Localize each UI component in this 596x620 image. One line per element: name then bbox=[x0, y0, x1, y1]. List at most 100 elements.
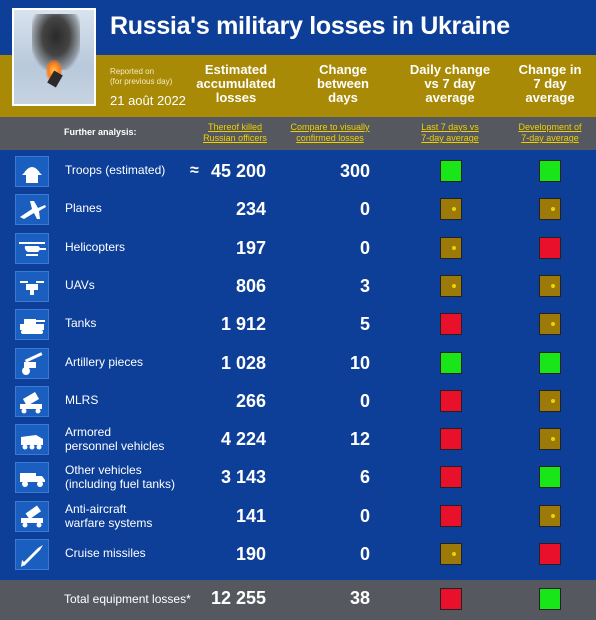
title-band bbox=[0, 0, 596, 55]
link-last-7-days[interactable]: Last 7 days vs 7-day average bbox=[421, 122, 479, 143]
link-development-avg[interactable]: Development of 7-day average bbox=[518, 122, 582, 143]
header-estimated: Estimated accumulated losses bbox=[196, 62, 276, 105]
indicator-dot bbox=[452, 552, 456, 556]
avg-indicator bbox=[539, 313, 561, 336]
avg-indicator bbox=[539, 160, 561, 182]
row-value: 190 bbox=[235, 544, 266, 564]
total-band bbox=[0, 580, 596, 620]
row-label: Armored personnel vehicles bbox=[65, 425, 165, 454]
row-change: 12 bbox=[349, 429, 370, 450]
row-value: 141 bbox=[235, 505, 266, 526]
avg-indicator bbox=[539, 428, 561, 451]
soldier-helmet-icon bbox=[15, 156, 49, 187]
daily-indicator bbox=[440, 313, 462, 336]
table-row: Armored personnel vehicles 4 224 12 bbox=[0, 420, 596, 458]
drone-icon bbox=[15, 270, 49, 302]
link-killed-officers[interactable]: Thereof killed Russian officers bbox=[203, 122, 267, 143]
total-value: 12 255 bbox=[210, 588, 266, 608]
row-value: 45 200 bbox=[210, 161, 266, 181]
table-row: Artillery pieces 1 028 10 bbox=[0, 344, 596, 382]
daily-indicator bbox=[440, 466, 462, 489]
row-label: Artillery pieces bbox=[65, 354, 144, 369]
indicator-dot bbox=[452, 283, 456, 288]
header-daily-vs-avg: Daily change vs 7 day average bbox=[409, 62, 491, 105]
avg-indicator bbox=[539, 198, 561, 221]
avg-indicator bbox=[539, 543, 561, 565]
table-row: Other vehicles (including fuel tanks) 3 1… bbox=[0, 458, 596, 496]
plane-icon bbox=[15, 194, 49, 226]
table-row: UAVs 806 3 bbox=[0, 267, 596, 305]
row-change: 300 bbox=[339, 161, 370, 181]
row-value: 197 bbox=[235, 237, 266, 258]
row-change: 0 bbox=[359, 237, 370, 258]
reported-on-note: Reported on (for previous day) bbox=[110, 67, 173, 86]
row-label: Tanks bbox=[65, 316, 97, 331]
daily-indicator bbox=[440, 389, 462, 412]
table-row: Cruise missiles 190 0 bbox=[0, 535, 596, 573]
truck-icon bbox=[15, 462, 49, 494]
approx-sign: ≈ bbox=[190, 162, 199, 179]
indicator-dot bbox=[452, 245, 456, 250]
daily-indicator bbox=[440, 504, 462, 527]
row-label: Planes bbox=[65, 201, 102, 216]
row-change: 0 bbox=[359, 199, 370, 220]
row-change: 10 bbox=[349, 352, 370, 373]
header-change: Change between days bbox=[316, 62, 369, 105]
daily-indicator bbox=[440, 274, 462, 297]
total-daily-indicator bbox=[440, 588, 462, 610]
row-change: 3 bbox=[359, 275, 370, 296]
row-change: 6 bbox=[359, 467, 370, 488]
row-value: 3 143 bbox=[220, 467, 266, 488]
table-row: Tanks 1 912 5 bbox=[0, 305, 596, 343]
header-band bbox=[0, 55, 596, 117]
rocket-launcher-icon bbox=[15, 385, 49, 417]
helicopter-icon bbox=[15, 232, 49, 264]
table-row: MLRS 266 0 bbox=[0, 382, 596, 420]
avg-indicator bbox=[539, 466, 561, 489]
avg-indicator bbox=[539, 236, 561, 259]
avg-indicator bbox=[539, 351, 561, 374]
row-label: UAVs bbox=[65, 277, 95, 292]
row-change: 0 bbox=[359, 544, 370, 564]
row-value: 4 224 bbox=[220, 429, 266, 450]
row-value: 1 912 bbox=[220, 314, 266, 335]
table-row: Troops (estimated) ≈45 200 300 bbox=[0, 152, 596, 190]
row-change: 5 bbox=[359, 314, 370, 335]
row-label: Troops (estimated) bbox=[65, 163, 166, 177]
missile-icon bbox=[15, 539, 49, 570]
artillery-icon bbox=[15, 347, 49, 379]
avg-indicator bbox=[539, 504, 561, 527]
link-confirmed-losses[interactable]: Compare to visually confirmed losses bbox=[290, 122, 370, 143]
indicator-dot bbox=[551, 437, 555, 442]
row-change: 0 bbox=[359, 505, 370, 526]
indicator-dot bbox=[551, 322, 555, 327]
anti-aircraft-icon bbox=[15, 500, 49, 532]
apc-icon bbox=[15, 424, 49, 456]
header-photo bbox=[12, 8, 96, 106]
daily-indicator bbox=[440, 428, 462, 451]
row-label: Other vehicles (including fuel tanks) bbox=[65, 463, 176, 492]
report-date: 21 août 2022 bbox=[110, 93, 186, 108]
header-change-in-avg: Change in 7 day average bbox=[518, 62, 582, 105]
row-value: 806 bbox=[235, 275, 266, 296]
daily-indicator bbox=[440, 543, 462, 565]
table-row: Planes 234 0 bbox=[0, 190, 596, 228]
table-row: Helicopters 197 0 bbox=[0, 229, 596, 267]
avg-indicator bbox=[539, 274, 561, 297]
analysis-band bbox=[0, 117, 596, 150]
row-value: 1 028 bbox=[220, 352, 266, 373]
indicator-dot bbox=[551, 513, 555, 518]
indicator-dot bbox=[551, 283, 555, 288]
indicator-dot bbox=[452, 207, 456, 212]
total-label: Total equipment losses* bbox=[64, 592, 191, 606]
row-label: MLRS bbox=[65, 392, 99, 407]
daily-indicator bbox=[440, 160, 462, 182]
row-value: 234 bbox=[235, 199, 266, 220]
total-avg-indicator bbox=[539, 588, 561, 610]
daily-indicator bbox=[440, 198, 462, 221]
row-label: Anti-aircraft warfare systems bbox=[65, 501, 153, 530]
daily-indicator bbox=[440, 236, 462, 259]
row-change: 0 bbox=[359, 390, 370, 411]
row-label: Cruise missiles bbox=[65, 546, 146, 560]
tank-icon bbox=[15, 309, 49, 341]
